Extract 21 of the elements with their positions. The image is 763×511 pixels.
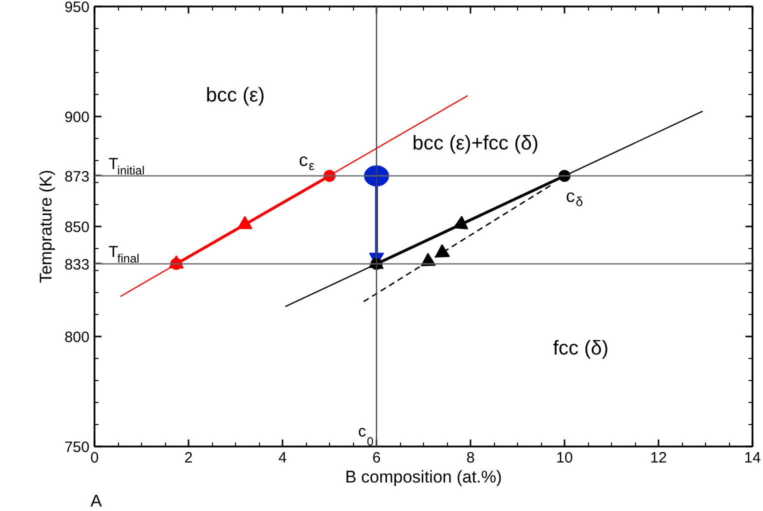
y-tick-label: 850 <box>64 219 90 236</box>
y-tick-label: 873 <box>64 168 90 186</box>
y-tick-label: 833 <box>64 256 90 274</box>
x-axis-title: B composition (at.%) <box>345 468 502 486</box>
x-tick-label: 6 <box>372 450 381 466</box>
x-tick-label: 10 <box>556 450 573 466</box>
x-tick-label: 8 <box>466 450 475 466</box>
annotation: bcc (ε)+fcc (δ) <box>412 132 539 154</box>
y-tick-label: 900 <box>64 109 90 126</box>
x-tick-label: 2 <box>184 450 193 466</box>
x-tick-label: 4 <box>278 450 287 466</box>
x-tick-label: 0 <box>90 450 99 466</box>
annotation: fcc (δ) <box>552 337 609 360</box>
x-tick-label: 12 <box>650 450 667 466</box>
y-tick-label: 950 <box>64 0 90 16</box>
y-tick-label: 750 <box>64 439 90 456</box>
text: A <box>90 492 102 510</box>
annotation: bcc (ε) <box>206 84 265 106</box>
y-tick-label: 800 <box>64 329 90 346</box>
y-axis-title: Temprature (K) <box>36 170 56 284</box>
x-tick-label: 14 <box>744 450 761 466</box>
